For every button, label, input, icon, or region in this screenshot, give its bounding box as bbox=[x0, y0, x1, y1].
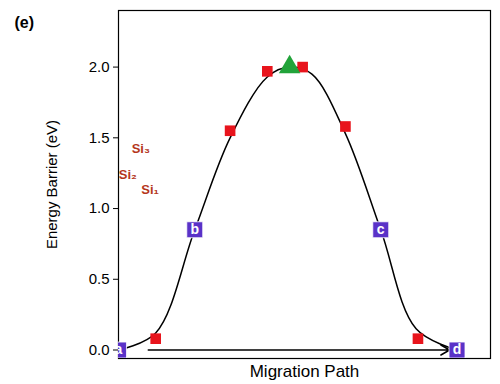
svg-text:Migration Path: Migration Path bbox=[250, 362, 360, 381]
svg-text:0.0: 0.0 bbox=[89, 341, 110, 358]
svg-text:Si₃: Si₃ bbox=[132, 141, 150, 156]
svg-text:(e): (e) bbox=[15, 14, 35, 31]
svg-text:0.5: 0.5 bbox=[89, 270, 110, 287]
svg-text:1.5: 1.5 bbox=[89, 129, 110, 146]
svg-text:2.0: 2.0 bbox=[89, 58, 110, 75]
svg-text:Si₁: Si₁ bbox=[141, 182, 159, 197]
svg-text:Si₂: Si₂ bbox=[119, 167, 137, 182]
svg-text:1.0: 1.0 bbox=[89, 199, 110, 216]
svg-text:b: b bbox=[190, 221, 199, 237]
svg-text:a: a bbox=[115, 341, 123, 357]
svg-text:c: c bbox=[377, 221, 385, 237]
svg-text:d: d bbox=[453, 341, 462, 357]
svg-text:Energy Barrier (eV): Energy Barrier (eV) bbox=[43, 120, 60, 249]
